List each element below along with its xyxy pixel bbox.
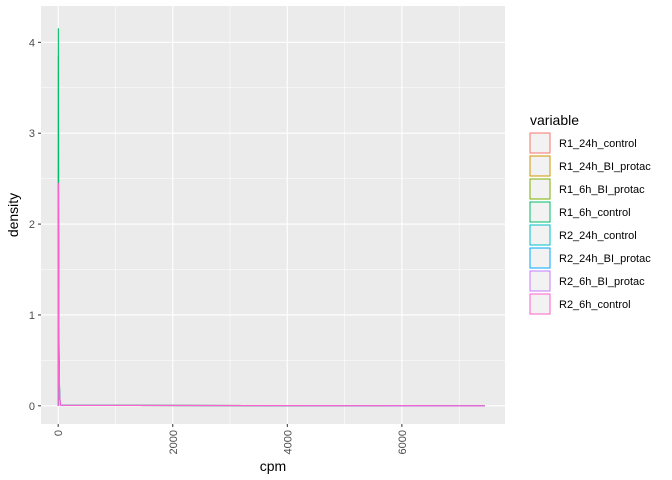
x-axis-title: cpm	[260, 458, 286, 474]
series-line-R2_6h_control	[57, 182, 485, 407]
legend-title: variable	[530, 112, 579, 128]
legend-label: R2_24h_BI_protac	[559, 253, 651, 265]
legend-key-R1_24h_control	[529, 132, 551, 154]
legend-label: R1_6h_BI_protac	[559, 184, 645, 196]
x-tick-label: 4000	[282, 430, 294, 454]
legend-label: R2_6h_control	[559, 299, 631, 311]
legend-label: R2_6h_BI_protac	[559, 276, 645, 288]
legend-label: R1_24h_control	[559, 138, 637, 150]
legend-key-R2_24h_BI_protac	[529, 247, 551, 269]
series-layer	[57, 28, 485, 407]
x-tick-label: 6000	[397, 430, 409, 454]
legend-key-R1_6h_control	[529, 201, 551, 223]
y-axis-title: density	[5, 193, 21, 237]
legend-key-R2_24h_control	[529, 224, 551, 246]
legend: variable R1_24h_control R1_24h_BI_protac R…	[529, 112, 651, 315]
legend-key-R1_6h_BI_protac	[529, 178, 551, 200]
legend-label: R1_24h_BI_protac	[559, 161, 651, 173]
y-tick-label: 0	[29, 401, 35, 413]
legend-label: R1_6h_control	[559, 207, 631, 219]
y-tick-label: 2	[29, 219, 35, 231]
y-tick-label: 4	[29, 37, 35, 49]
x-tick-label: 0	[53, 430, 65, 436]
plot-panel	[41, 6, 505, 424]
legend-label: R2_24h_control	[559, 230, 637, 242]
y-axis: 0 1 2 3 4	[29, 37, 41, 413]
x-axis: 0 2000 4000 6000	[53, 424, 409, 454]
grid-minor	[41, 6, 505, 424]
legend-key-R1_24h_BI_protac	[529, 155, 551, 177]
x-tick-label: 2000	[168, 430, 180, 454]
y-tick-label: 1	[29, 310, 35, 322]
y-tick-label: 3	[29, 128, 35, 140]
legend-key-R2_6h_BI_protac	[529, 270, 551, 292]
legend-key-R2_6h_control	[529, 293, 551, 315]
